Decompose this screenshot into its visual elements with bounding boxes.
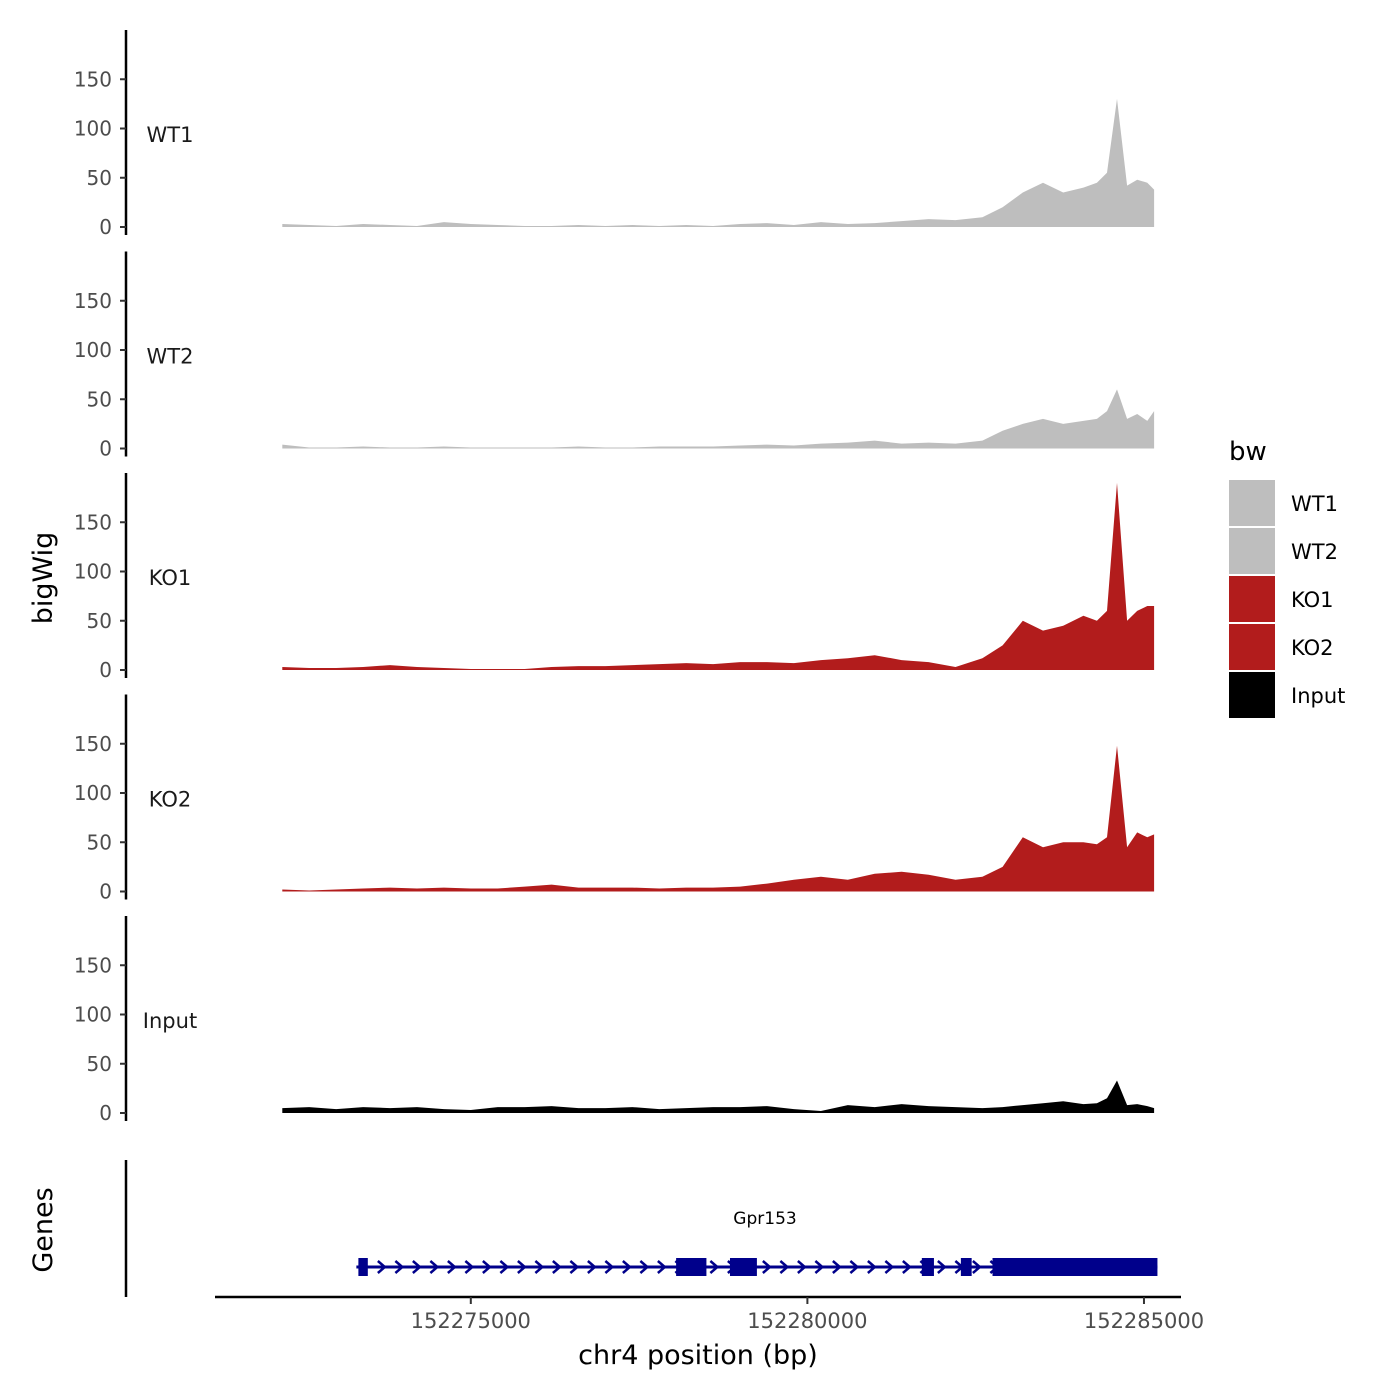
y-tick-label: 0 (99, 1101, 112, 1125)
y-tick-label: 50 (87, 830, 112, 854)
strand-arrow (937, 1260, 947, 1274)
strand-arrow (534, 1260, 545, 1274)
strand-arrow (552, 1260, 562, 1274)
y-axis-label: bigWig (28, 532, 59, 625)
y-tick-label: 150 (74, 289, 112, 313)
strand-arrow (604, 1260, 615, 1274)
y-tick-label: 100 (74, 560, 112, 584)
y-tick-label: 100 (74, 1003, 112, 1027)
gene-exon (729, 1258, 757, 1276)
track-input: 0 50 100 150 Input (74, 916, 1155, 1125)
legend-key-ko1 (1229, 576, 1275, 622)
track-label: KO1 (149, 566, 192, 590)
legend-label: Input (1291, 684, 1345, 708)
strand-arrow (429, 1260, 440, 1274)
strand-arrow (412, 1260, 422, 1274)
y-tick-label: 50 (87, 166, 112, 190)
y-tick-label: 50 (87, 1052, 112, 1076)
signal-area-wt1 (282, 98, 1155, 228)
track-ko2: 0 50 100 150 KO2 (74, 694, 1155, 904)
strand-arrow (517, 1260, 527, 1274)
strand-arrow (849, 1260, 860, 1274)
legend-key-wt1 (1229, 480, 1275, 526)
strand-arrow (762, 1260, 772, 1274)
signal-area-wt2 (282, 389, 1155, 449)
y-tick-label: 50 (87, 387, 112, 411)
x-tick-label: 152285000 (1084, 1309, 1204, 1333)
strand-arrow (394, 1260, 405, 1274)
gene-exon (992, 1258, 1158, 1276)
track-label: Input (143, 1009, 197, 1033)
strand-arrow (902, 1260, 912, 1274)
y-tick-label: 50 (87, 609, 112, 633)
x-axis-label: chr4 position (bp) (578, 1340, 818, 1371)
y-tick-label: 100 (74, 781, 112, 805)
y-tick-label: 0 (99, 880, 112, 904)
strand-arrow (709, 1260, 720, 1274)
legend-title: bw (1229, 437, 1267, 467)
y-tick-label: 150 (74, 732, 112, 756)
track-label: KO2 (149, 788, 192, 812)
gene-exon (921, 1258, 934, 1276)
x-axis: 152275000 152280000 152285000 (215, 1295, 1204, 1333)
track-label: WT1 (147, 123, 194, 147)
y-tick-label: 0 (99, 215, 112, 239)
strand-arrow (587, 1260, 597, 1274)
y-tick-label: 0 (99, 437, 112, 461)
legend-key-wt2 (1229, 528, 1275, 574)
legend-key-input (1229, 672, 1275, 718)
legend-label: KO2 (1291, 636, 1334, 660)
strand-arrow (797, 1260, 807, 1274)
genes-axis-label: Genes (28, 1187, 59, 1272)
x-tick-label: 152280000 (747, 1309, 867, 1333)
strand-arrow (447, 1260, 457, 1274)
legend-label: KO1 (1291, 588, 1334, 612)
gene-exon (676, 1258, 707, 1276)
signal-tracks: 0 50 100 150 WT1 0 50 100 150 WT2 0 50 100 150 KO1 0 50 1… (74, 30, 1155, 1125)
strand-arrow (779, 1260, 790, 1274)
legend-label: WT2 (1291, 540, 1338, 564)
signal-area-ko2 (282, 745, 1155, 892)
gene-exon (358, 1258, 368, 1276)
strand-arrow (482, 1260, 492, 1274)
track-wt2: 0 50 100 150 WT2 (74, 251, 1155, 461)
y-tick-label: 150 (74, 510, 112, 534)
strand-arrow (464, 1260, 475, 1274)
gene-name-label: Gpr153 (733, 1209, 796, 1229)
x-tick-label: 152275000 (411, 1309, 531, 1333)
strand-arrow (867, 1260, 877, 1274)
strand-arrow (499, 1260, 510, 1274)
strand-arrow (814, 1260, 825, 1274)
track-wt1: 0 50 100 150 WT1 (74, 30, 1155, 239)
strand-arrow (884, 1260, 895, 1274)
legend-key-ko2 (1229, 624, 1275, 670)
strand-arrow (832, 1260, 842, 1274)
strand-arrow (569, 1260, 580, 1274)
strand-arrow (639, 1260, 650, 1274)
gene-exon (960, 1258, 972, 1276)
strand-arrow (972, 1260, 982, 1274)
y-tick-label: 100 (74, 117, 112, 141)
strand-arrow (657, 1260, 667, 1274)
genes-panel: Gpr153 (124, 1160, 1158, 1297)
y-tick-label: 0 (99, 658, 112, 682)
track-ko1: 0 50 100 150 KO1 (74, 473, 1155, 682)
signal-area-input (282, 1080, 1155, 1113)
y-tick-label: 100 (74, 338, 112, 362)
track-label: WT2 (147, 345, 194, 369)
signal-area-ko1 (282, 482, 1155, 670)
strand-arrow (622, 1260, 632, 1274)
y-tick-label: 150 (74, 67, 112, 91)
legend: bw WT1 WT2 KO1 KO2 Input (1229, 437, 1345, 718)
strand-arrow (377, 1260, 387, 1274)
y-tick-label: 150 (74, 953, 112, 977)
legend-label: WT1 (1291, 492, 1338, 516)
